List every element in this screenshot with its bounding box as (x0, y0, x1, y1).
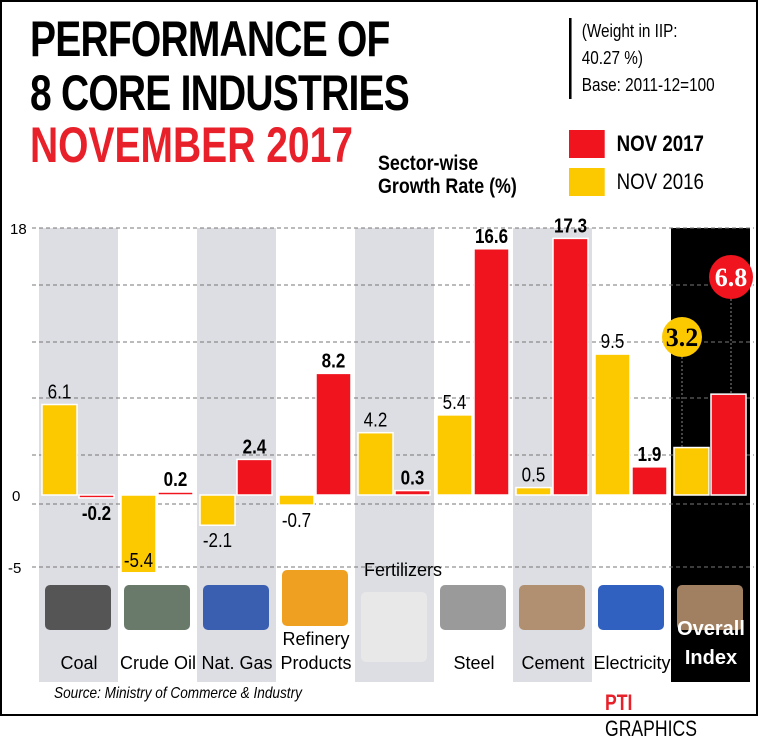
chart-subtitle: Sector-wise Growth Rate (%) (378, 152, 517, 198)
bar-nov2016 (357, 431, 394, 496)
category-label: Crude Oil (120, 653, 196, 673)
legend-swatch-yellow (569, 168, 605, 196)
data-label: -0.7 (282, 509, 311, 532)
title-line-1: PERFORMANCE OF (30, 11, 390, 67)
bar-nov2016 (673, 446, 710, 496)
category-icon-4 (361, 592, 427, 662)
category-label: Overall (677, 618, 745, 640)
data-label: 4.2 (364, 408, 388, 431)
bar-nov2016 (120, 494, 157, 574)
category-label: Electricity (593, 653, 670, 673)
bar-nov2017 (157, 491, 194, 496)
data-label: 17.3 (554, 214, 587, 237)
bar-nov2017 (631, 466, 668, 496)
legend-swatch-red (569, 130, 605, 158)
note-line-3: Base: 2011-12=100 (581, 75, 715, 95)
title-line-2: 8 CORE INDUSTRIES (30, 65, 410, 121)
legend-label: NOV 2017 (616, 131, 704, 156)
category-label: Index (685, 647, 737, 669)
category-label: Fertilizers (364, 560, 442, 580)
category-label: Coal (60, 653, 97, 673)
source-note: Source: Ministry of Commerce & Industry (54, 685, 302, 702)
data-label: 0.2 (164, 468, 188, 491)
legend-label: NOV 2016 (616, 169, 704, 194)
data-label: 16.6 (475, 224, 508, 247)
iip-note: (Weight in IIP: 40.27 %) Base: 2011-12=100 (569, 18, 715, 99)
subtitle-line-1: Sector-wise (378, 152, 479, 175)
data-label: -2.1 (203, 529, 232, 552)
category-label: Cement (521, 653, 584, 673)
note-line-1: (Weight in IIP: (581, 21, 678, 41)
graphics-label: GRAPHICS (605, 716, 697, 741)
category-icon-7 (598, 585, 664, 630)
data-label: 0.5 (522, 463, 546, 486)
bar-nov2017 (710, 393, 747, 496)
subtitle-line-2: Growth Rate (%) (378, 175, 517, 198)
data-label: 3.2 (666, 323, 699, 352)
legend-nov2016: NOV 2016 (569, 168, 704, 196)
category-label: Steel (453, 653, 494, 673)
pti-credit: PTI GRAPHICS (605, 690, 726, 742)
pti-logo: PTI (605, 690, 633, 715)
bar-nov2017 (394, 489, 431, 496)
category-icon-0 (45, 585, 111, 630)
data-label: -0.2 (82, 502, 111, 525)
bar-nov2017 (473, 248, 510, 496)
data-label: 6.8 (715, 263, 748, 292)
category-icon-1 (124, 585, 190, 630)
ytick-label: -5 (8, 560, 21, 577)
bar-nov2017 (78, 494, 115, 499)
category-label: Refinery (282, 629, 349, 649)
category-icon-8 (677, 585, 743, 630)
category-icon-3 (282, 570, 348, 626)
data-label: -5.4 (124, 548, 153, 571)
note-line-2: 40.27 %) (581, 48, 643, 68)
bar-nov2016 (594, 353, 631, 496)
legend-nov2017: NOV 2017 (569, 130, 704, 158)
category-icon-2 (203, 585, 269, 630)
data-label: 0.3 (401, 466, 425, 489)
bar-nov2016 (199, 494, 236, 526)
data-label: 1.9 (638, 442, 662, 465)
bar-nov2016 (515, 486, 552, 496)
data-label: 9.5 (601, 330, 625, 353)
ytick-label: 0 (12, 488, 20, 505)
bar-nov2017 (236, 458, 273, 496)
data-label: 6.1 (48, 380, 72, 403)
title-line-3: NOVEMBER 2017 (30, 117, 353, 173)
data-label: 5.4 (443, 391, 467, 414)
bar-nov2017 (315, 372, 352, 496)
category-icon-5 (440, 585, 506, 630)
category-label: Nat. Gas (201, 653, 272, 673)
bar-nov2016 (278, 494, 315, 506)
bar-nov2016 (436, 414, 473, 496)
bar-nov2017 (552, 237, 589, 496)
bar-chart: 18 0 -5 6.1 -0.2 Coal -5.4 0.2 Crude Oil -2.1 2.4 N… (8, 214, 754, 682)
value-badge (709, 255, 753, 299)
data-label: 8.2 (322, 349, 346, 372)
category-label: Products (280, 653, 351, 673)
value-badge (662, 317, 702, 357)
ytick-label: 18 (10, 221, 27, 238)
data-label: 2.4 (243, 435, 267, 458)
bar-nov2016 (41, 403, 78, 496)
category-icon-6 (519, 585, 585, 630)
